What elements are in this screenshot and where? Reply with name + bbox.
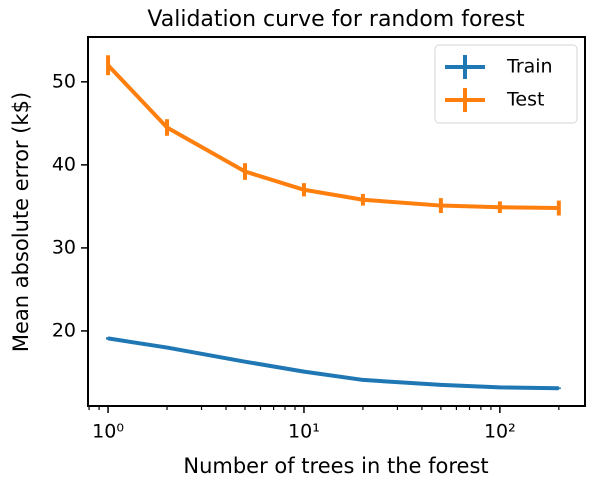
legend-label: Test (506, 89, 544, 111)
legend-label: Train (506, 56, 553, 78)
line-series (107, 336, 559, 391)
y-tick-label: 30 (52, 236, 76, 258)
y-tick-label: 20 (52, 319, 76, 341)
y-axis-label: Mean absolute error (k$) (9, 92, 33, 352)
x-tick-label: 10¹ (288, 421, 320, 443)
x-axis-label: Number of trees in the forest (183, 454, 488, 478)
x-tick-label: 10⁰ (92, 421, 124, 443)
x-tick-label: 10² (484, 421, 516, 443)
y-tick-label: 40 (52, 153, 76, 175)
y-tick-label: 50 (52, 70, 76, 92)
line-series (106, 63, 559, 211)
legend-box (434, 44, 578, 124)
axes-frame (87, 36, 586, 407)
chart-title: Validation curve for random forest (147, 7, 525, 32)
